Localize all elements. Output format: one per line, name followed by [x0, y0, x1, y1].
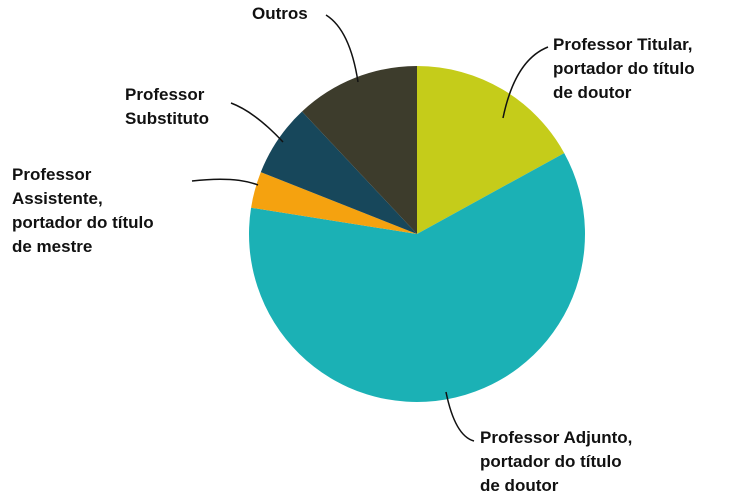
leader-line	[445, 391, 475, 442]
leader-line	[230, 102, 284, 143]
label-line: portador do título	[553, 59, 695, 78]
pie-slice	[260, 111, 417, 234]
slice-label: Professor Titular, portador do título de d…	[553, 35, 695, 102]
pie-slice	[417, 66, 565, 234]
label-line: de mestre	[12, 237, 92, 256]
leader-line	[325, 14, 359, 83]
label-line: Professor Titular,	[553, 35, 693, 54]
label-line: Professor	[125, 85, 205, 104]
pie-slice	[251, 172, 417, 234]
slice-label: Professor Substituto	[125, 85, 209, 128]
label-line: Outros	[252, 4, 308, 23]
label-line: portador do título	[12, 213, 154, 232]
label-line: Professor Adjunto,	[480, 428, 632, 447]
label-line: de doutor	[553, 83, 632, 102]
leader-line	[502, 46, 549, 119]
label-line: portador do título	[480, 452, 622, 471]
label-line: Substituto	[125, 109, 209, 128]
slice-label: Outros	[252, 4, 308, 23]
pie-slice	[248, 153, 585, 402]
slice-label: Professor Assistente, portador do título de…	[12, 165, 154, 256]
leader-line	[191, 178, 259, 186]
label-line: de doutor	[480, 476, 559, 495]
label-line: Professor	[12, 165, 92, 184]
slice-label: Professor Adjunto, portador do título de d…	[480, 428, 632, 495]
label-line: Assistente,	[12, 189, 103, 208]
pie-slice	[301, 66, 417, 234]
